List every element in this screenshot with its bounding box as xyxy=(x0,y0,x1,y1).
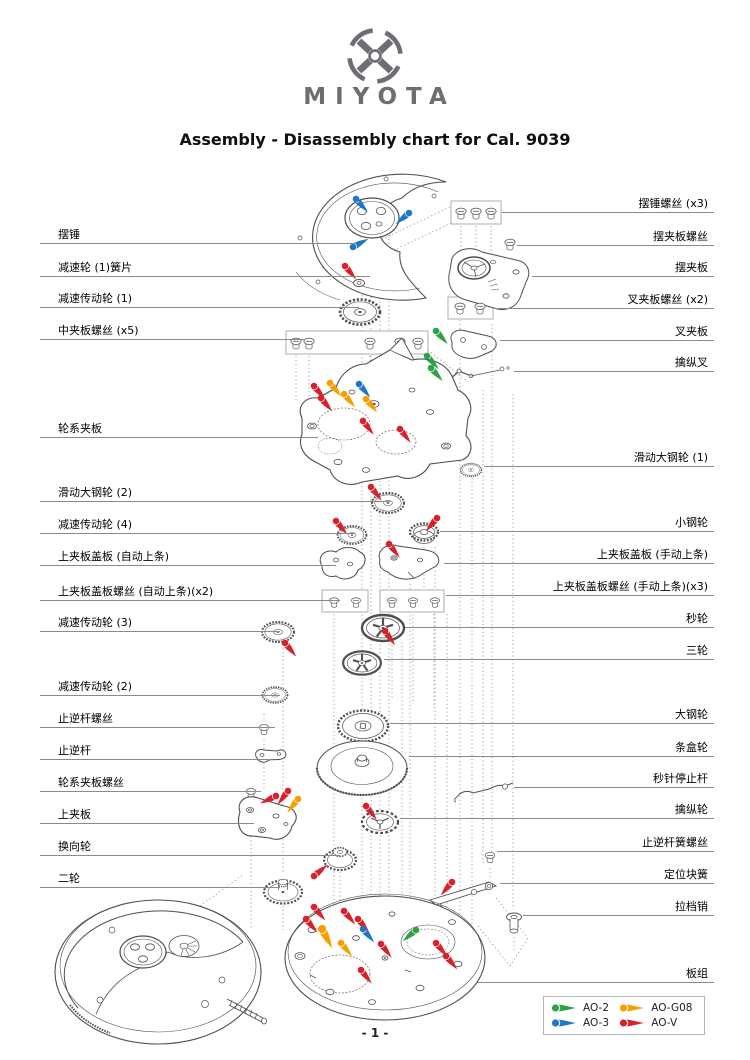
rotor-screws-drawing xyxy=(455,207,497,220)
header: MIYOTA Assembly - Disassembly chart for … xyxy=(0,0,750,149)
reduction-wheel-3-drawing xyxy=(260,620,296,644)
balance-bridge-screw-drawing xyxy=(504,238,516,251)
brand-text: MIYOTA xyxy=(303,84,456,110)
pallet-bridge-drawing xyxy=(450,329,497,359)
oil-type-icon xyxy=(551,1004,576,1012)
legend-item-code: AO-2 xyxy=(583,1002,610,1014)
upper-bridge-drawing xyxy=(237,796,297,840)
legend-item-code: AO-G08 xyxy=(651,1002,693,1014)
legend-item: AO-V xyxy=(619,1017,697,1029)
second-stop-lever-drawing xyxy=(454,782,514,803)
seconds-wheel-drawing xyxy=(360,613,406,643)
legend-item-code: AO-V xyxy=(651,1017,678,1029)
page-title: Assembly - Disassembly chart for Cal. 90… xyxy=(179,130,571,149)
page-number: - 1 - xyxy=(361,1026,389,1040)
barrel-drawing xyxy=(315,740,409,797)
click-screw-drawing xyxy=(258,724,270,736)
reduction-wheel-spring-drawing xyxy=(353,279,365,287)
train-bridge-drawing xyxy=(299,337,472,485)
oscillating-weight-drawing xyxy=(295,173,447,301)
legend-item: AO-3 xyxy=(551,1017,613,1029)
assembled-movement-drawing xyxy=(54,899,267,1045)
center-wheel-drawing xyxy=(262,878,304,905)
reduction-wheel-1-drawing xyxy=(338,298,382,326)
winding-stem-drawing xyxy=(226,998,267,1025)
sliding-wheel-1-drawing xyxy=(459,462,483,478)
legend-item: AO-2 xyxy=(551,1002,613,1014)
oil-arrow-green xyxy=(431,326,451,347)
third-wheel-drawing xyxy=(342,650,382,676)
miyota-logo-icon xyxy=(347,28,403,84)
small-steel-wheel-drawing xyxy=(408,522,440,544)
legend-item-code: AO-3 xyxy=(583,1017,610,1029)
reverser-wheel-drawing xyxy=(322,846,358,872)
escape-wheel-drawing xyxy=(360,809,400,835)
setting-lever-pin-drawing xyxy=(506,912,522,934)
manual-cover-plate-drawing xyxy=(378,544,440,580)
auto-cover-screws-box xyxy=(321,589,369,613)
oil-type-icon xyxy=(620,1004,645,1012)
click-lever-drawing xyxy=(255,749,287,763)
balance-bridge-drawing xyxy=(448,248,530,311)
legend: AO-2 AO-G08 AO-3 AO-V xyxy=(543,996,705,1035)
auto-cover-plate-drawing xyxy=(319,547,366,580)
oil-type-icon xyxy=(620,1019,645,1027)
setting-lever-spring-drawing xyxy=(429,881,498,906)
legend-item: AO-G08 xyxy=(619,1002,697,1014)
reduction-wheel-2-drawing xyxy=(261,686,289,704)
ratchet-wheel-drawing xyxy=(336,709,390,743)
main-plate-drawing xyxy=(284,893,486,1021)
oil-type-icon xyxy=(551,1019,576,1027)
click-spring-screw-drawing xyxy=(484,852,496,864)
